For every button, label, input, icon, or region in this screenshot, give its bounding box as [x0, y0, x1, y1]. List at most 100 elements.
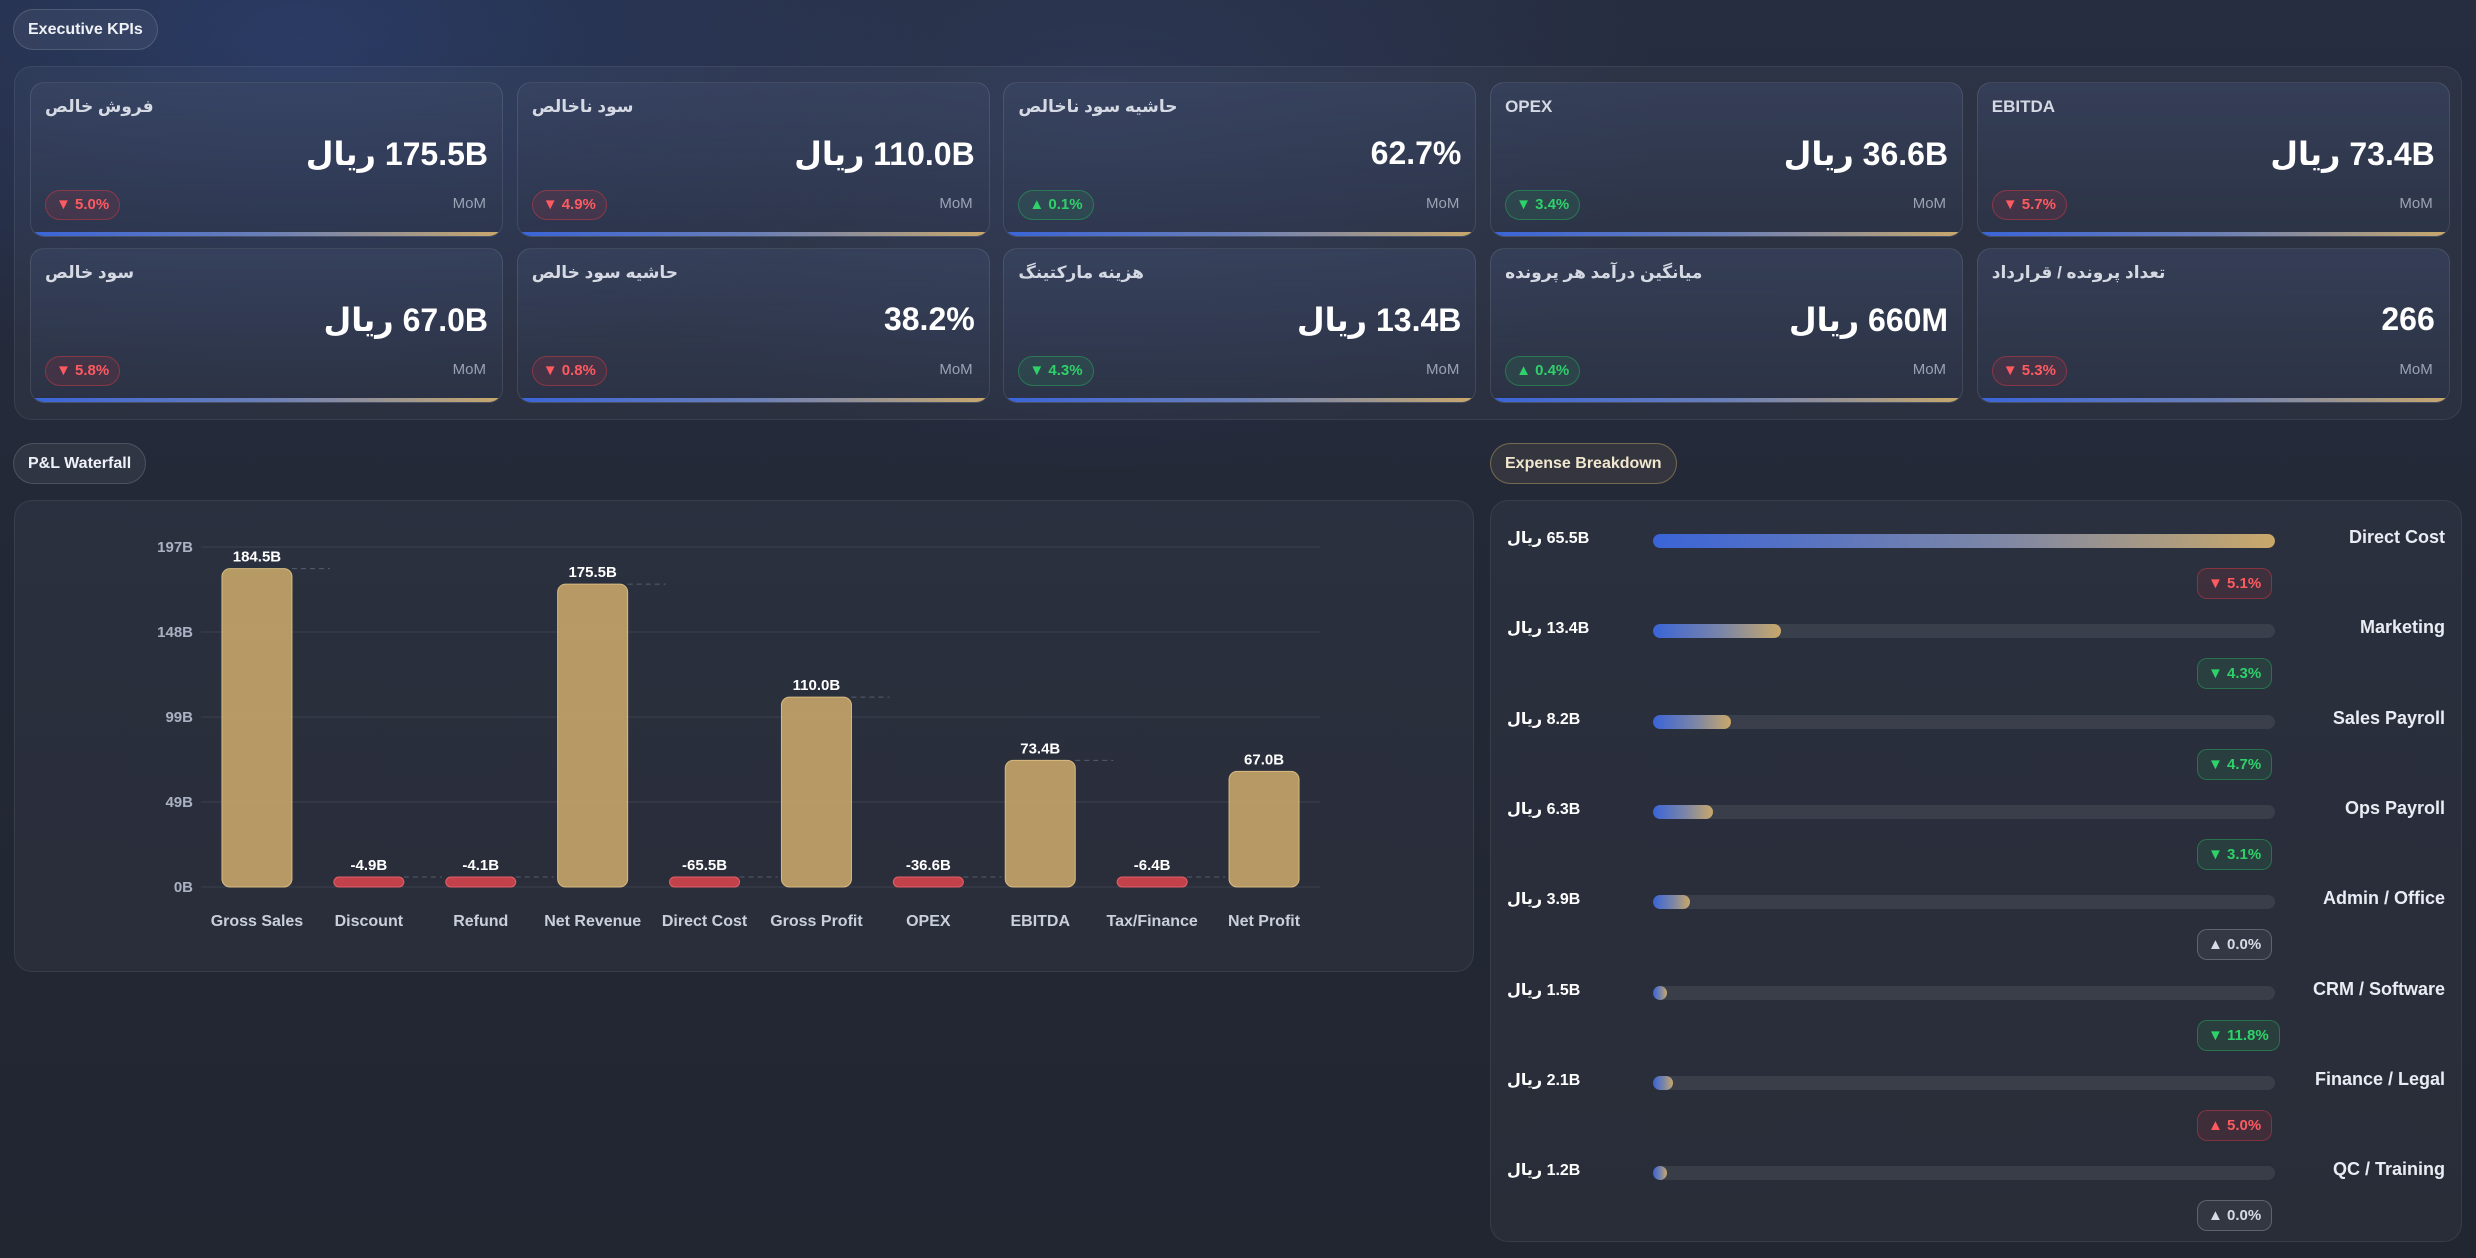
data-label: -6.4B	[1134, 857, 1171, 874]
expense-row: 1.5B ریال CRM / Software ▼ 11.8%	[1491, 972, 2461, 1062]
kpi-card[interactable]: سود ناخالص 110.0B ریال ▼ 4.9% MoM	[516, 82, 990, 237]
data-label: -36.6B	[906, 857, 951, 874]
expense-bar-track	[1653, 895, 2275, 910]
x-tick-label: Gross Profit	[770, 913, 863, 930]
expense-delta-badge: ▼ 11.8%	[2197, 1019, 2280, 1051]
expense-category-label: Direct Cost	[2348, 527, 2445, 547]
kpi-value: 62.7%	[1370, 135, 1462, 171]
expense-bar-fill	[1653, 804, 1713, 819]
kpi-label: تعداد پرونده / قرارداد	[1991, 263, 2166, 282]
x-tick-label: Gross Sales	[211, 913, 304, 930]
x-tick-label: EBITDA	[1010, 913, 1070, 930]
kpi-card[interactable]: حاشیه سود ناخالص 62.7% ▲ 0.1% MoM	[1003, 82, 1477, 237]
kpi-period-label: MoM	[1426, 361, 1460, 378]
expense-bar-track	[1653, 1166, 2275, 1181]
kpi-value: 38.2%	[883, 301, 975, 337]
pnl-waterfall-panel: 0B 49B 99B 148B 197B 184.5B Gross Sales -4.9B Di…	[14, 500, 1474, 972]
expense-delta-badge: ▲ 0.0%	[2197, 1200, 2273, 1232]
y-tick-label: 99B	[165, 709, 193, 726]
kpis-section-title: Executive KPIs	[13, 9, 158, 50]
kpi-delta-badge: ▲ 0.4%	[1505, 356, 1581, 386]
expense-category-label: Ops Payroll	[2344, 797, 2445, 818]
expense-category-label: Sales Payroll	[2332, 707, 2445, 728]
kpi-period-label: MoM	[1912, 361, 1947, 378]
kpi-value: 73.4B ریال	[2270, 136, 2435, 172]
waterfall-bar	[445, 876, 517, 888]
waterfall-bar	[892, 876, 964, 888]
kpi-period-label: MoM	[939, 195, 973, 212]
waterfall-bar	[1004, 759, 1076, 888]
expense-bar-track	[1653, 1075, 2275, 1090]
expense-delta-badge: ▲ 5.0%	[2197, 1109, 2273, 1141]
expense-bar-fill	[1653, 1166, 1667, 1181]
data-label: -65.5B	[682, 857, 727, 874]
expense-category-label: QC / Training	[2332, 1159, 2445, 1180]
expense-bar-fill	[1653, 714, 1731, 729]
y-tick-label: 49B	[165, 794, 193, 811]
waterfall-bar	[557, 583, 629, 888]
kpi-value: 175.5B ریال	[305, 136, 488, 172]
kpi-grid: فروش خالص 175.5B ریال ▼ 5.0% MoM سود ناخالص 1…	[30, 82, 2450, 403]
kpi-period-label: MoM	[452, 195, 486, 212]
x-tick-label: OPEX	[906, 913, 951, 930]
data-label: -4.1B	[462, 857, 499, 874]
kpi-card[interactable]: EBITDA 73.4B ریال ▼ 5.7% MoM	[1976, 82, 2450, 237]
kpi-delta-badge: ▼ 5.0%	[45, 190, 121, 220]
expense-amount: 6.3B ریال	[1507, 800, 1581, 818]
y-tick-label: 148B	[157, 624, 193, 641]
waterfall-bar	[333, 876, 405, 888]
x-tick-label: Net Revenue	[544, 913, 641, 930]
kpi-value: 110.0B ریال	[794, 136, 975, 172]
kpi-value: 36.6B ریال	[1783, 136, 1949, 172]
waterfall-bar	[221, 568, 293, 888]
kpi-period-label: MoM	[1912, 195, 1947, 212]
expense-bar-fill	[1653, 624, 1781, 639]
kpi-delta-badge: ▲ 0.1%	[1018, 190, 1094, 220]
x-tick-label: Discount	[335, 913, 404, 930]
kpi-value: 13.4B ریال	[1296, 302, 1462, 338]
expense-bar-fill	[1653, 985, 1668, 1000]
data-label: 175.5B	[568, 564, 617, 581]
pnl-waterfall-chart: 0B 49B 99B 148B 197B 184.5B Gross Sales -4.9B Di…	[157, 539, 1320, 930]
waterfall-bar	[780, 696, 852, 888]
expense-delta-badge: ▲ 0.0%	[2197, 929, 2273, 961]
kpi-card[interactable]: حاشیه سود خالص 38.2% ▼ 0.8% MoM	[516, 248, 990, 403]
kpi-delta-badge: ▼ 4.9%	[531, 190, 607, 220]
kpi-delta-badge: ▼ 5.8%	[45, 356, 121, 386]
kpi-period-label: MoM	[939, 361, 973, 378]
kpi-card[interactable]: هزینه مارکتینگ 13.4B ریال ▼ 4.3% MoM	[1003, 248, 1477, 403]
data-label: 73.4B	[1020, 740, 1060, 757]
expense-bar-track	[1653, 714, 2275, 729]
kpi-value: 660M ریال	[1788, 302, 1949, 338]
kpi-value: 266	[2381, 301, 2435, 337]
kpi-delta-badge: ▼ 3.4%	[1505, 190, 1581, 220]
expense-category-label: CRM / Software	[2312, 978, 2445, 999]
kpi-label: OPEX	[1505, 97, 1553, 116]
kpi-card[interactable]: فروش خالص 175.5B ریال ▼ 5.0% MoM	[30, 82, 503, 237]
x-tick-label: Net Profit	[1228, 913, 1301, 930]
kpi-card[interactable]: میانگین درآمد هر پرونده 660M ریال ▲ 0.4% Mo…	[1490, 248, 1964, 403]
expense-row: 8.2B ریال Sales Payroll ▼ 4.7%	[1491, 701, 2461, 791]
kpi-card[interactable]: سود خالص 67.0B ریال ▼ 5.8% MoM	[30, 248, 503, 403]
kpi-card[interactable]: تعداد پرونده / قرارداد 266 ▼ 5.3% MoM	[1976, 248, 2450, 403]
y-tick-label: 0B	[174, 879, 193, 896]
kpi-delta-badge: ▼ 0.8%	[531, 356, 607, 386]
kpi-value: 67.0B ریال	[323, 302, 489, 338]
waterfall-bar	[1228, 770, 1300, 888]
y-tick-label: 197B	[157, 539, 193, 556]
expense-delta-badge: ▼ 4.7%	[2197, 748, 2273, 780]
x-tick-label: Tax/Finance	[1107, 913, 1198, 930]
expense-row: 65.5B ریال Direct Cost ▼ 5.1%	[1491, 520, 2461, 610]
expense-row: 6.3B ریال Ops Payroll ▼ 3.1%	[1491, 791, 2461, 881]
expense-amount: 1.5B ریال	[1507, 981, 1581, 999]
kpi-label: حاشیه سود ناخالص	[1018, 97, 1178, 116]
expense-delta-badge: ▼ 5.1%	[2197, 568, 2273, 599]
expense-delta-badge: ▼ 4.3%	[2197, 658, 2273, 690]
expense-bar-track	[1653, 624, 2275, 639]
kpi-card[interactable]: OPEX 36.6B ریال ▼ 3.4% MoM	[1490, 82, 1964, 237]
kpi-label: EBITDA	[1991, 97, 2056, 116]
expense-amount: 8.2B ریال	[1507, 710, 1581, 728]
expense-row: 1.2B ریال QC / Training ▲ 0.0%	[1491, 1152, 2461, 1242]
expense-amount: 13.4B ریال	[1507, 620, 1590, 638]
kpi-period-label: MoM	[1426, 195, 1460, 212]
